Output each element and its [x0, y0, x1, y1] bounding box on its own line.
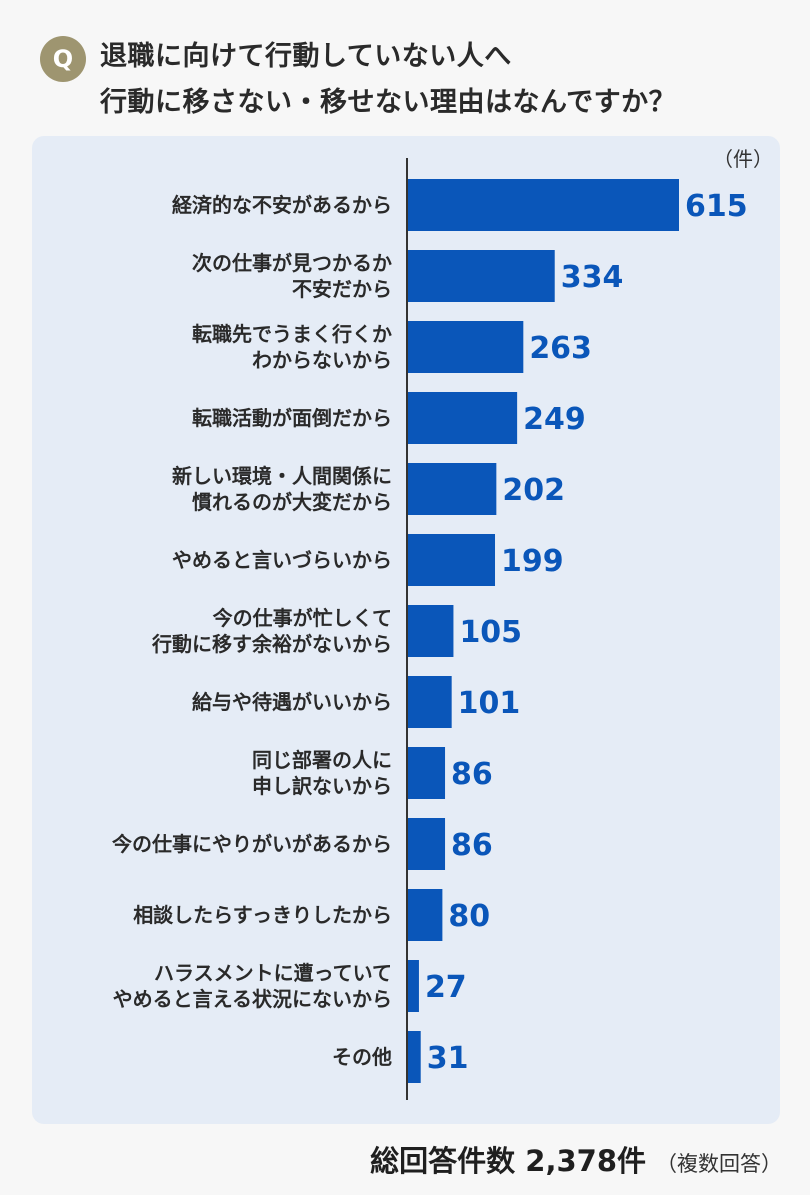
unit-label: （件）	[713, 147, 773, 171]
category-label-9: 今の仕事にやりがいがあるから	[112, 832, 392, 856]
category-label-5: やめると言いづらいから	[172, 548, 392, 572]
bar-4	[407, 463, 497, 515]
value-label-12: 31	[427, 1041, 469, 1076]
bar-6	[407, 605, 454, 657]
category-label-7: 給与や待遇がいいから	[192, 690, 392, 714]
category-label-line: わからないから	[252, 348, 392, 372]
category-label-1: 次の仕事が見つかるか不安だから	[192, 251, 392, 301]
category-label-line: 相談したらすっきりしたから	[133, 903, 392, 927]
category-label-8: 同じ部署の人に申し訳ないから	[252, 748, 392, 798]
value-label-7: 101	[458, 686, 521, 721]
value-label-0: 615	[685, 189, 748, 224]
category-label-0: 経済的な不安があるから	[172, 193, 392, 217]
question-badge: Q	[40, 36, 86, 82]
value-label-11: 27	[425, 970, 467, 1005]
category-label-6: 今の仕事が忙しくて行動に移す余裕がないから	[151, 606, 392, 656]
category-label-12: その他	[332, 1045, 392, 1069]
value-label-5: 199	[501, 544, 564, 579]
bar-1	[407, 250, 555, 302]
category-label-line: 給与や待遇がいいから	[192, 690, 392, 714]
value-label-9: 86	[451, 828, 493, 863]
category-label-line: やめると言いづらいから	[172, 548, 392, 572]
footer: 総回答件数 2,378件 （複数回答）	[370, 1138, 782, 1180]
category-label-line: 経済的な不安があるから	[172, 193, 392, 217]
category-label-3: 転職活動が面倒だから	[192, 406, 392, 430]
value-label-10: 80	[448, 899, 490, 934]
category-label-10: 相談したらすっきりしたから	[133, 903, 392, 927]
category-label-line: 慣れるのが大変だから	[192, 490, 392, 514]
bar-9	[407, 818, 446, 870]
category-label-line: その他	[332, 1045, 392, 1069]
value-label-6: 105	[459, 615, 522, 650]
bar-11	[407, 960, 419, 1012]
bar-7	[407, 676, 452, 728]
value-label-4: 202	[502, 473, 565, 508]
category-label-line: やめると言える状況にないから	[113, 987, 392, 1011]
bar-3	[407, 392, 518, 444]
category-label-line: 転職活動が面倒だから	[192, 406, 392, 430]
value-label-2: 263	[529, 331, 592, 366]
value-label-8: 86	[451, 757, 493, 792]
category-label-line: 転職先でうまく行くか	[192, 322, 392, 346]
bar-2	[407, 321, 524, 373]
value-label-3: 249	[523, 402, 586, 437]
multiple-answer-note: （複数回答）	[656, 1152, 782, 1176]
category-label-line: 申し訳ないから	[252, 774, 392, 798]
bar-5	[407, 534, 496, 586]
title-line-2: 行動に移さない・移せない理由はなんですか？	[100, 87, 677, 118]
category-label-line: 同じ部署の人に	[252, 748, 392, 772]
category-label-line: ハラスメントに遭っていて	[154, 961, 392, 985]
question-title: 退職に向けて行動していない人へ 行動に移さない・移せない理由はなんですか？	[100, 34, 676, 126]
category-label-11: ハラスメントに遭っていてやめると言える状況にないから	[113, 961, 392, 1011]
title-line-1: 退職に向けて行動していない人へ	[100, 41, 512, 72]
bar-8	[407, 747, 446, 799]
bar-0	[407, 179, 679, 231]
bar-12	[407, 1031, 421, 1083]
category-label-4: 新しい環境・人間関係に慣れるのが大変だから	[172, 464, 392, 514]
category-label-line: 次の仕事が見つかるか	[192, 251, 392, 275]
category-label-line: 行動に移す余裕がないから	[151, 632, 392, 656]
category-label-line: 今の仕事にやりがいがあるから	[112, 832, 392, 856]
category-label-2: 転職先でうまく行くかわからないから	[192, 322, 392, 372]
bar-10	[407, 889, 443, 941]
value-label-1: 334	[561, 260, 624, 295]
category-label-line: 不安だから	[292, 277, 392, 301]
total-responses: 総回答件数 2,378件	[370, 1144, 646, 1178]
category-label-line: 今の仕事が忙しくて	[213, 606, 392, 630]
category-label-line: 新しい環境・人間関係に	[172, 464, 392, 488]
